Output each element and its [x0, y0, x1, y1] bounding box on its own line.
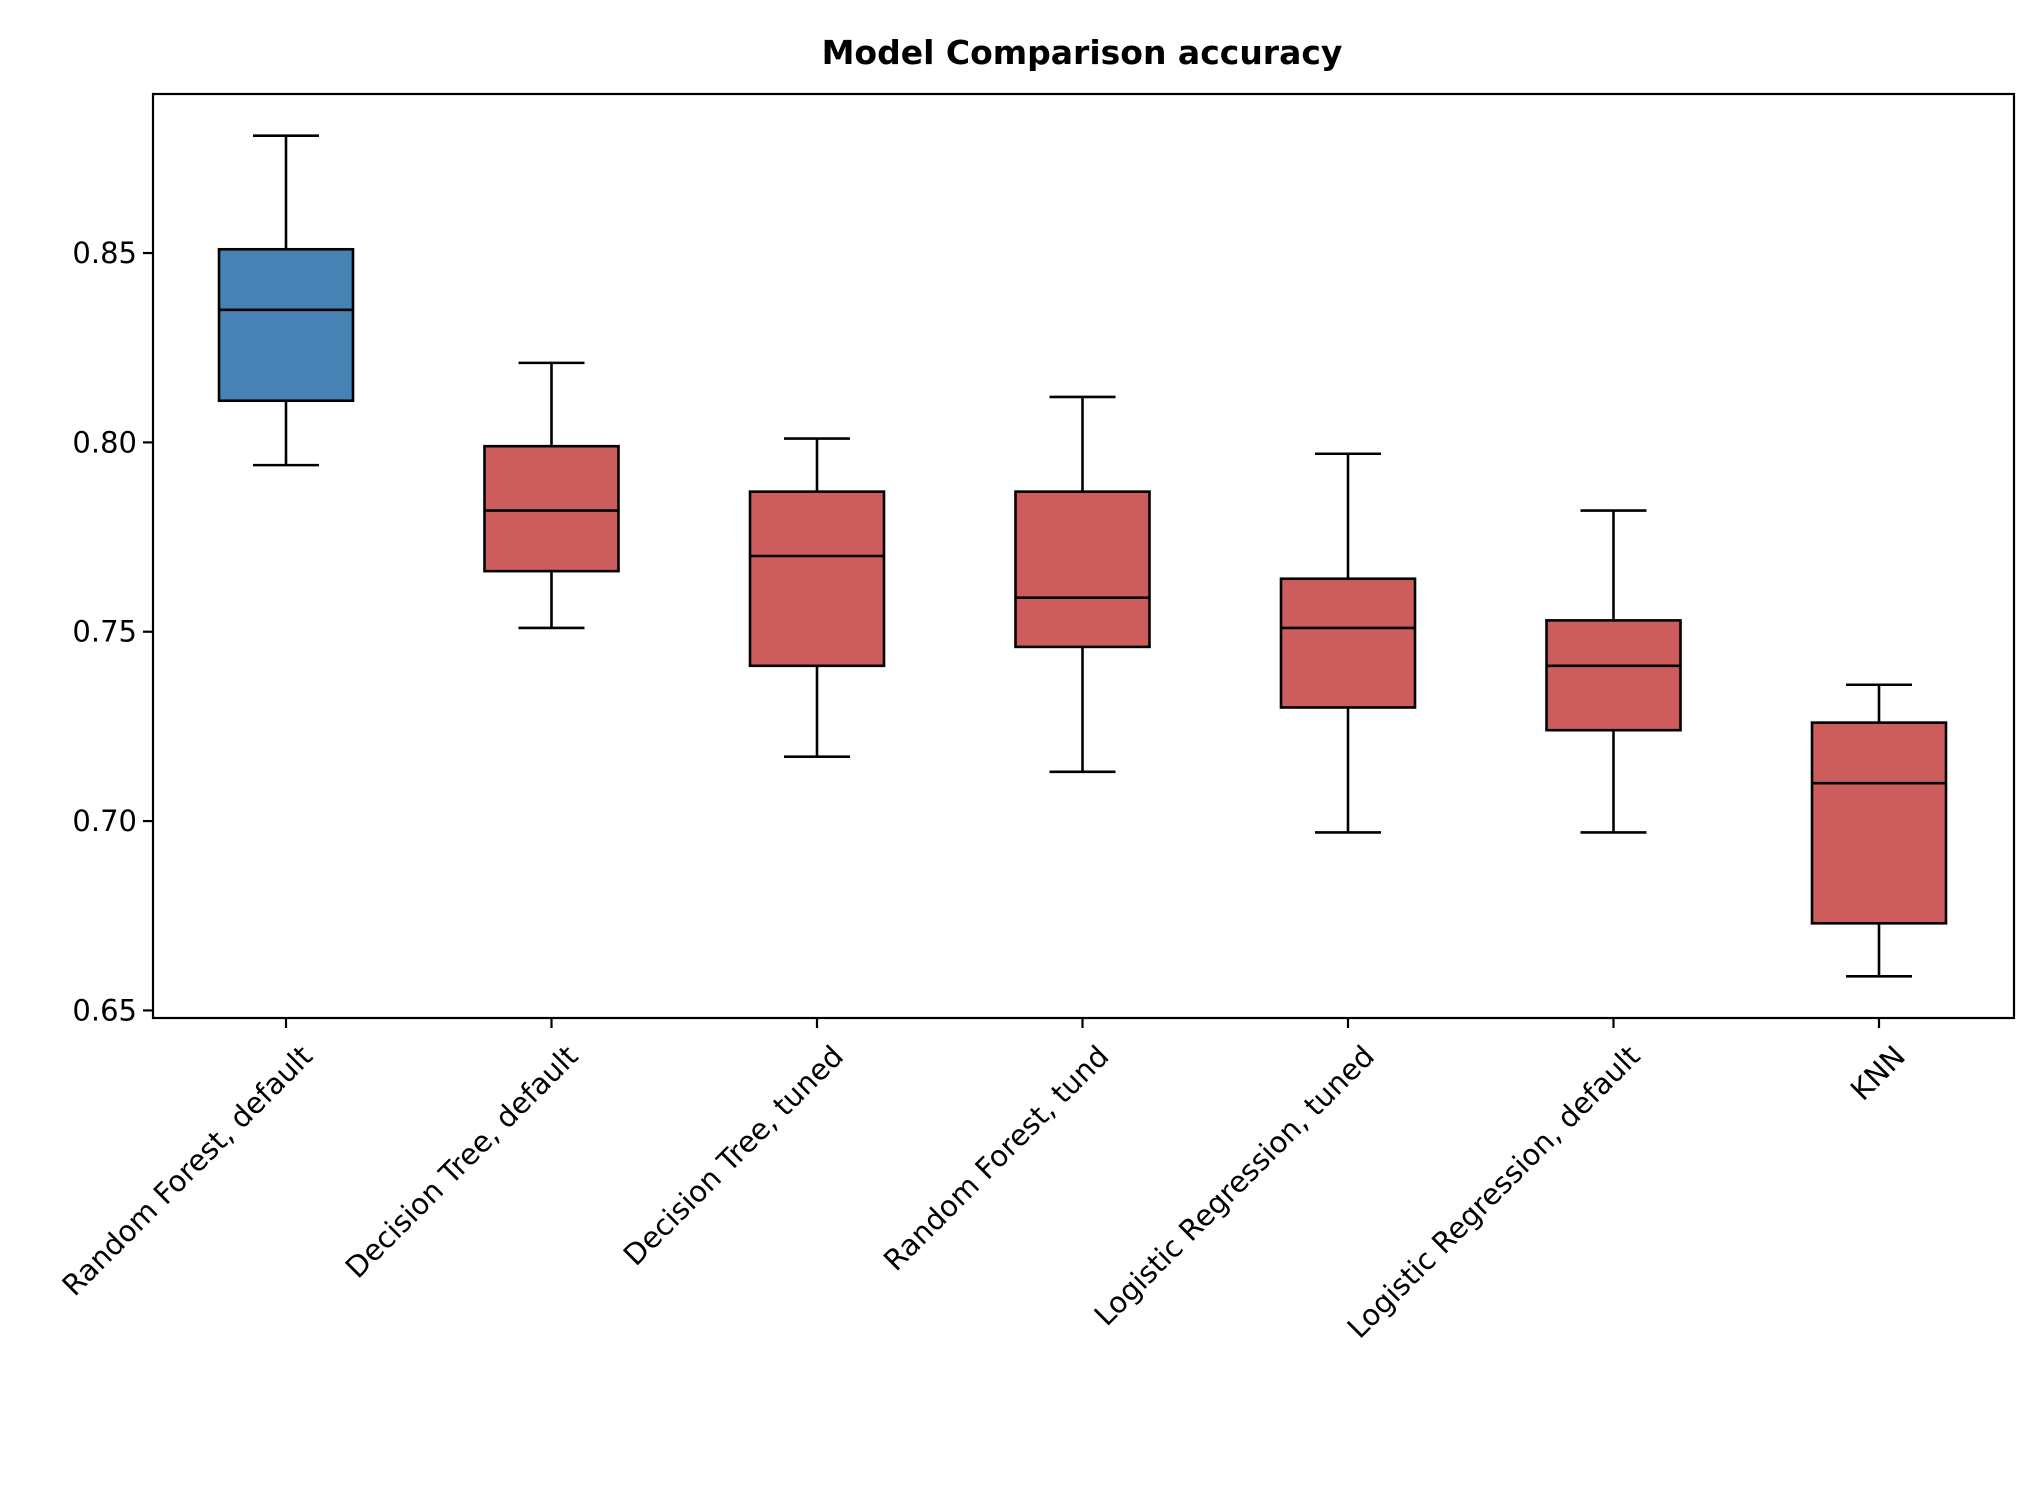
box-body — [1810, 721, 1948, 925]
axes-layer: 0.65 0.70 0.75 0.80 0.85 Random Forest, defau… — [55, 236, 1912, 1345]
box-body — [483, 444, 620, 573]
box-body — [748, 490, 886, 668]
y-tick-label: 0.80 — [72, 425, 137, 459]
box-group — [217, 134, 355, 467]
y-tick-label: 0.65 — [72, 993, 137, 1027]
x-tick-label: Random Forest, default — [55, 1039, 319, 1303]
x-tick-label: Decision Tree, default — [339, 1039, 585, 1285]
box-group — [1545, 509, 1682, 834]
box-body — [1279, 577, 1417, 709]
box-group — [1279, 452, 1417, 834]
boxes-layer — [217, 134, 1948, 978]
plot-frame — [151, 92, 2016, 1020]
y-tick-label: 0.85 — [72, 236, 137, 270]
box-group — [748, 437, 886, 759]
box-body — [1545, 619, 1682, 732]
x-tick-label: Logistic Regression, tuned — [1088, 1039, 1381, 1332]
x-tick-label: KNN — [1844, 1039, 1912, 1107]
x-tick-label: Decision Tree, tuned — [617, 1039, 850, 1272]
box-group — [483, 361, 620, 630]
box-body — [1014, 490, 1151, 649]
y-tick-label: 0.70 — [72, 804, 137, 838]
chart-title: Model Comparison accuracy — [822, 33, 1343, 72]
y-tick-label: 0.75 — [72, 615, 137, 649]
x-tick-label: Random Forest, tund — [877, 1039, 1115, 1277]
box-body — [217, 247, 355, 403]
x-tick-label: Logistic Regression, default — [1341, 1039, 1647, 1345]
box-group — [1014, 395, 1151, 774]
box-group — [1810, 683, 1948, 978]
